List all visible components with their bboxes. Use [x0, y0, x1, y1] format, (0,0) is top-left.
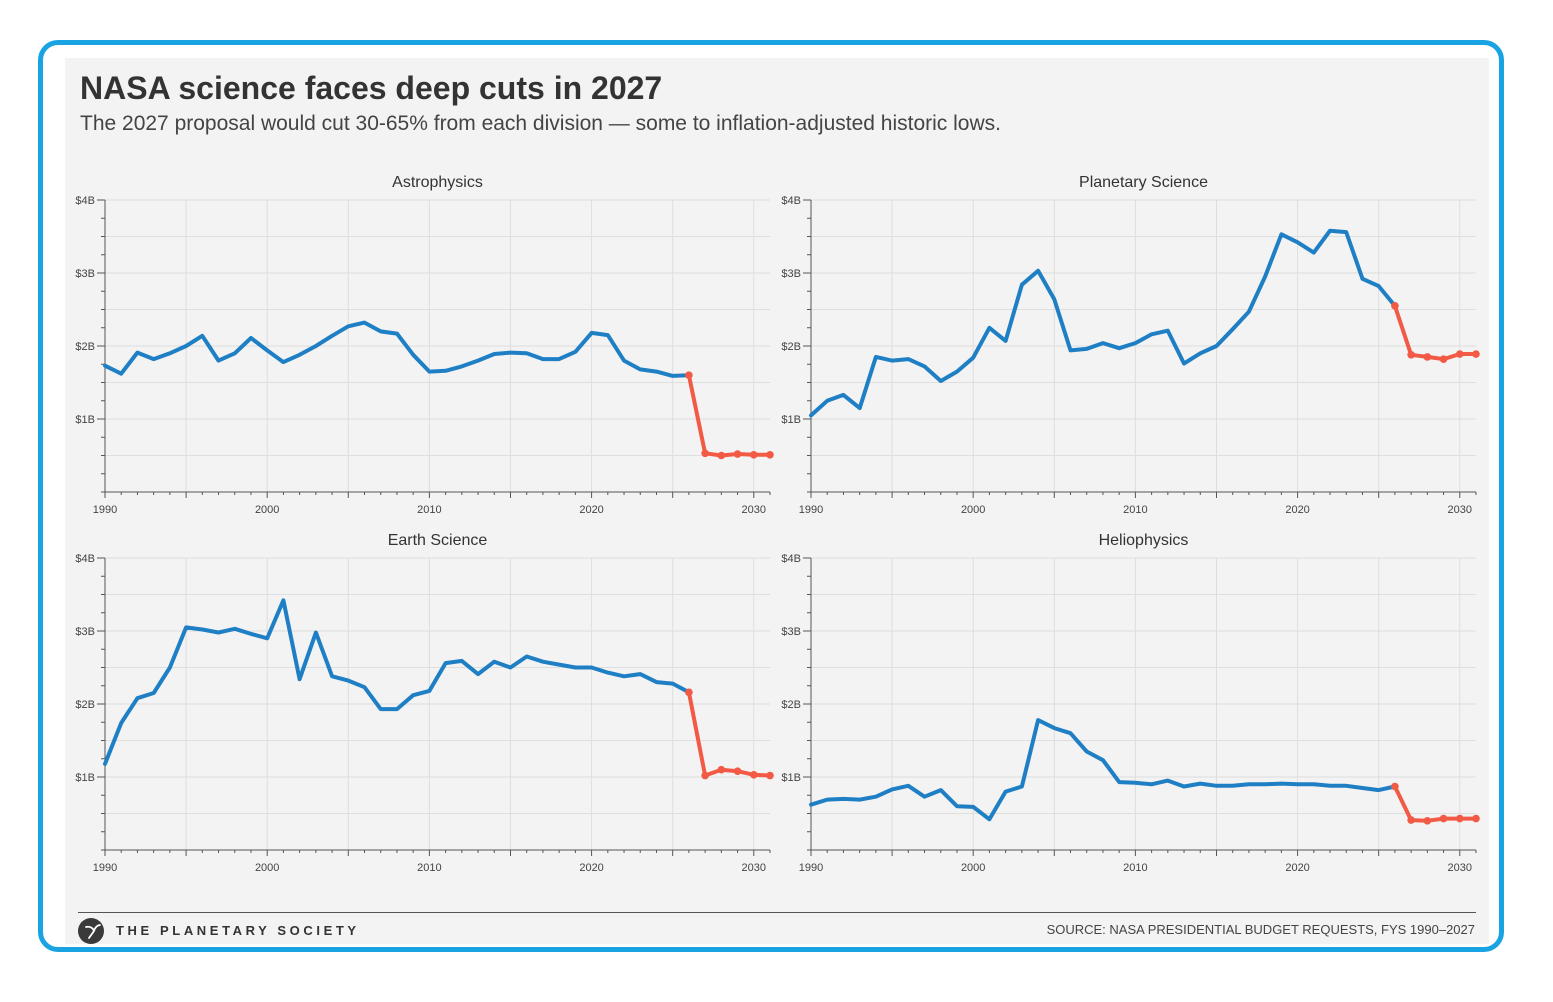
data-point-proposed: [1455, 350, 1464, 358]
x-tick-label: 2030: [742, 504, 766, 516]
y-tick-label: $4B: [781, 195, 801, 207]
chart-title: Earth Science: [388, 532, 488, 549]
data-point-proposed: [766, 771, 774, 780]
data-point-proposed: [1423, 353, 1432, 361]
x-tick-label: 2020: [579, 862, 603, 874]
chart-astrophysics: Astrophysics $1B $2B $3B $4B 1990 2000 2010 2020…: [75, 174, 774, 516]
y-tick-label: $3B: [781, 268, 801, 280]
series-line-proposed: [686, 373, 772, 458]
data-point-proposed: [1407, 350, 1415, 359]
x-tick-label: 2000: [255, 862, 279, 874]
data-point-proposed: [685, 371, 693, 380]
source-note: SOURCE: NASA PRESIDENTIAL BUDGET REQUEST…: [1046, 922, 1475, 937]
data-point-proposed: [1455, 814, 1464, 823]
y-tick-label: $2B: [781, 341, 801, 353]
y-tick-label: $1B: [781, 772, 801, 784]
y-tick-label: $1B: [781, 414, 801, 426]
x-tick-label: 2020: [1285, 862, 1309, 874]
chart-planetary-science: Planetary Science $1B $2B $3B $4B 1990 2000 201…: [781, 174, 1480, 516]
data-point-proposed: [749, 450, 758, 459]
x-tick-label: 2020: [1285, 504, 1309, 516]
data-point-proposed: [1391, 302, 1399, 310]
chart-title: Astrophysics: [392, 174, 483, 191]
data-point-proposed: [1439, 355, 1448, 363]
chart-title: Planetary Science: [1079, 174, 1208, 191]
chart-panel: [65, 58, 1489, 944]
x-tick-label: 1990: [93, 504, 117, 516]
x-tick-label: 2010: [1123, 504, 1147, 516]
organization-name: THE PLANETARY SOCIETY: [116, 923, 360, 938]
data-point-proposed: [749, 771, 758, 779]
data-point-proposed: [1423, 817, 1432, 825]
data-point-proposed: [733, 450, 742, 458]
x-tick-label: 2010: [417, 504, 441, 516]
y-tick-label: $3B: [75, 626, 95, 638]
x-tick-label: 2030: [1448, 504, 1472, 516]
data-point-proposed: [701, 771, 709, 780]
x-tick-label: 2000: [961, 504, 985, 516]
x-tick-label: 2030: [1448, 862, 1472, 874]
series-line-proposed: [1392, 784, 1478, 823]
footer-divider: [78, 912, 1476, 913]
data-point-proposed: [1472, 814, 1480, 823]
data-point-proposed: [1391, 782, 1399, 791]
data-point-proposed: [717, 451, 726, 460]
y-tick-label: $3B: [75, 268, 95, 280]
x-tick-label: 2000: [961, 862, 985, 874]
x-tick-label: 2010: [417, 862, 441, 874]
series-line-proposed: [1392, 303, 1478, 362]
x-tick-label: 2000: [255, 504, 279, 516]
chart-title: Heliophysics: [1099, 532, 1189, 549]
series-line-historic: [809, 228, 1397, 418]
data-point-proposed: [1472, 350, 1480, 358]
x-tick-label: 2030: [742, 862, 766, 874]
data-point-proposed: [685, 688, 693, 697]
series-line-historic: [103, 598, 691, 766]
y-tick-label: $4B: [75, 195, 95, 207]
data-point-proposed: [1439, 814, 1448, 823]
x-tick-label: 1990: [93, 862, 117, 874]
x-tick-label: 2020: [579, 504, 603, 516]
data-point-proposed: [733, 767, 742, 775]
data-point-proposed: [701, 449, 709, 458]
y-tick-label: $3B: [781, 626, 801, 638]
x-tick-label: 1990: [799, 862, 823, 874]
series-line-historic: [103, 320, 691, 378]
x-tick-label: 1990: [799, 504, 823, 516]
data-point-proposed: [1407, 816, 1415, 824]
page-subtitle: The 2027 proposal would cut 30-65% from …: [80, 112, 1001, 135]
series-line-proposed: [686, 690, 772, 778]
page-title: NASA science faces deep cuts in 2027: [80, 70, 663, 106]
data-point-proposed: [766, 450, 774, 459]
chart-earth-science: Earth Science $1B $2B $3B $4B 1990 2000 2010 202…: [75, 532, 774, 874]
y-tick-label: $1B: [75, 414, 95, 426]
y-tick-label: $2B: [75, 699, 95, 711]
y-tick-label: $4B: [75, 553, 95, 565]
chart-heliophysics: Heliophysics $1B $2B $3B $4B 1990 2000 2010 2020…: [781, 532, 1480, 874]
data-point-proposed: [717, 765, 726, 774]
planetary-society-logo-icon: [78, 918, 104, 944]
y-tick-label: $2B: [781, 699, 801, 711]
y-tick-label: $1B: [75, 772, 95, 784]
y-tick-label: $4B: [781, 553, 801, 565]
x-tick-label: 2010: [1123, 862, 1147, 874]
y-tick-label: $2B: [75, 341, 95, 353]
series-line-historic: [809, 718, 1397, 822]
